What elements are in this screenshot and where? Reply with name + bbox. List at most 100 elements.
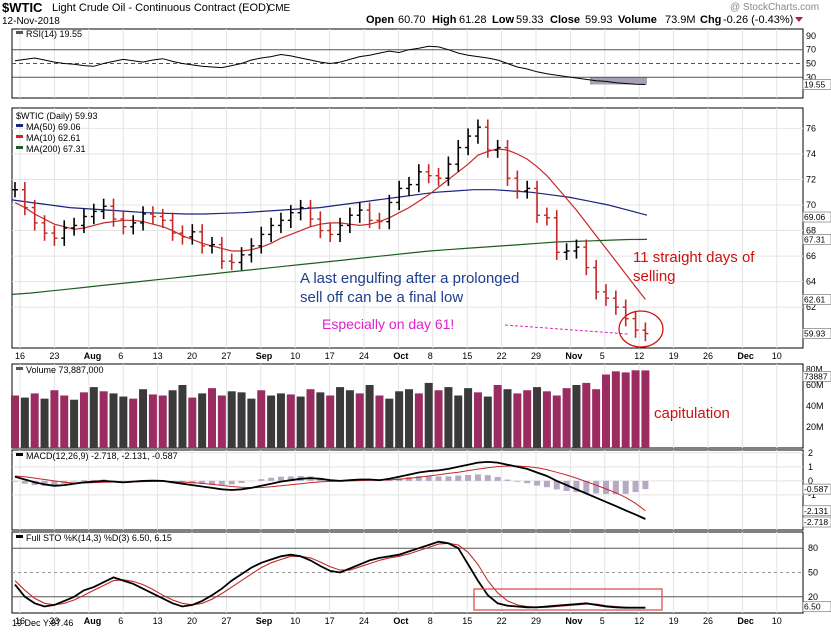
volume-bar	[641, 370, 649, 448]
date-axis-bottom-tick-label: 19	[669, 616, 679, 626]
date-axis-top-tick-label: 23	[49, 351, 59, 361]
volume-legend-swatch	[16, 367, 23, 370]
macd-histogram-bar	[239, 481, 245, 483]
macd-panel-frame	[12, 450, 803, 530]
volume-bar	[70, 400, 78, 448]
volume-bar	[50, 390, 58, 448]
macd-histogram-bar	[642, 481, 648, 489]
rsi-legend: RSI(14) 19.55	[26, 29, 82, 39]
volume-bar	[60, 396, 68, 449]
volume-bar	[100, 391, 108, 448]
open-label: Open	[366, 14, 394, 26]
volume-bar	[80, 392, 88, 448]
volume-bar	[277, 393, 285, 448]
high-value: 61.28	[459, 14, 487, 26]
volume-bar	[90, 387, 98, 448]
price-tick-label: 66	[806, 251, 816, 261]
macd-tick-label: 1	[808, 462, 813, 472]
instrument-name: Light Crude Oil - Continuous Contract (E…	[52, 2, 270, 14]
symbol: $WTIC	[2, 0, 43, 15]
price-tick-label: 72	[806, 174, 816, 184]
price-tick-label: 76	[806, 123, 816, 133]
ma50-last-label: 69.06	[804, 212, 826, 222]
macd-signal-last-label: -2.131	[804, 506, 828, 516]
date-axis-bottom-tick-label: 10	[772, 616, 782, 626]
ma-legend-2-swatch	[16, 146, 23, 149]
annotation-straight-line1: 11 straight days of	[633, 249, 755, 266]
volume-tick-label: 20M	[806, 422, 824, 432]
price-legend: $WTIC (Daily) 59.93	[16, 111, 98, 121]
stochastic-tick-label: 20	[808, 592, 818, 602]
annotation-straight-line2: selling	[633, 268, 676, 285]
volume-bar	[582, 383, 590, 448]
date-axis-bottom-tick-label: 6	[118, 616, 123, 626]
ma-legend-0: MA(50) 69.06	[26, 122, 81, 132]
volume-bar	[543, 391, 551, 448]
date-axis-bottom-tick-label: 5	[600, 616, 605, 626]
volume-bar	[238, 392, 246, 448]
date-axis-bottom-tick-label: 24	[359, 616, 369, 626]
annotation-day61: Especially on day 61!	[322, 316, 454, 332]
date-axis-top-tick-label: 6	[118, 351, 123, 361]
footer-readout: 19 Dec Y:87.46	[12, 618, 73, 628]
macd-histogram-bar	[455, 476, 461, 481]
date-axis-top-tick-label: 26	[703, 351, 713, 361]
macd-histogram-bar	[219, 481, 225, 485]
volume-value: 73.9M	[665, 14, 696, 26]
date-axis-top-tick-label: 29	[531, 351, 541, 361]
rsi-legend-swatch	[16, 31, 23, 34]
macd-legend: MACD(12,26,9) -2.718, -2.131, -0.587	[26, 451, 178, 461]
macd-histogram-bar	[81, 480, 87, 481]
macd-last-label: -2.718	[804, 517, 828, 527]
macd-tick-label: 2	[808, 448, 813, 458]
date-axis-top-tick-label: Aug	[84, 351, 102, 361]
macd-histogram-bar	[475, 474, 481, 480]
date-axis-bottom-tick-label: 8	[428, 616, 433, 626]
date-axis-top-tick-label: 15	[462, 351, 472, 361]
annotation-engulfing-line1: A last engulfing after a prolonged	[300, 270, 519, 287]
date-axis-bottom-tick-label: 12	[634, 616, 644, 626]
volume-bar	[572, 385, 580, 448]
date-axis-top-tick-label: 13	[153, 351, 163, 361]
volume-legend: Volume 73,887,000	[26, 365, 104, 375]
volume-bar	[297, 397, 305, 448]
macd-histogram-bar	[603, 481, 609, 494]
macd-histogram-bar	[436, 477, 442, 481]
volume-bar	[346, 390, 354, 448]
chg-value: -0.26 (-0.43%)	[723, 14, 793, 26]
date-axis-bottom-tick-label: Nov	[565, 616, 582, 626]
volume-bar	[533, 387, 541, 448]
date-axis-top-tick-label: 5	[600, 351, 605, 361]
annotation-capitulation: capitulation	[654, 405, 730, 422]
volume-last-label: 73887	[804, 371, 828, 381]
volume-bar	[612, 371, 620, 448]
price-last-label: 59.93	[804, 329, 826, 339]
rsi-last-label: 19.55	[804, 80, 826, 90]
volume-bar	[119, 397, 127, 448]
volume-bar	[267, 396, 275, 449]
date-axis-top-tick-label: Dec	[737, 351, 754, 361]
volume-bar	[307, 389, 315, 448]
volume-bar	[405, 389, 413, 448]
volume-bar	[178, 385, 186, 448]
volume-bar	[563, 388, 571, 448]
date-axis-bottom-tick-label: Dec	[737, 616, 754, 626]
date-axis-bottom-tick-label: 27	[221, 616, 231, 626]
date-axis-top-tick-label: Sep	[256, 351, 273, 361]
macd-histogram-bar	[524, 481, 530, 483]
volume-label: Volume	[618, 14, 657, 26]
rsi-tick-label: 50	[806, 59, 816, 69]
stochastic-legend: Full STO %K(14,3) %D(3) 6.50, 6.15	[26, 533, 172, 543]
macd-histogram-bar	[623, 481, 629, 494]
date-axis-top-tick-label: 24	[359, 351, 369, 361]
macd-hist-last-label: -0.587	[804, 484, 828, 494]
volume-bar	[169, 390, 177, 448]
date-axis-top-tick-label: 19	[669, 351, 679, 361]
volume-bar	[415, 393, 423, 448]
date-axis-top-tick-label: 8	[428, 351, 433, 361]
macd-histogram-bar	[495, 477, 501, 481]
volume-bar	[188, 398, 196, 448]
volume-bar	[385, 399, 393, 448]
